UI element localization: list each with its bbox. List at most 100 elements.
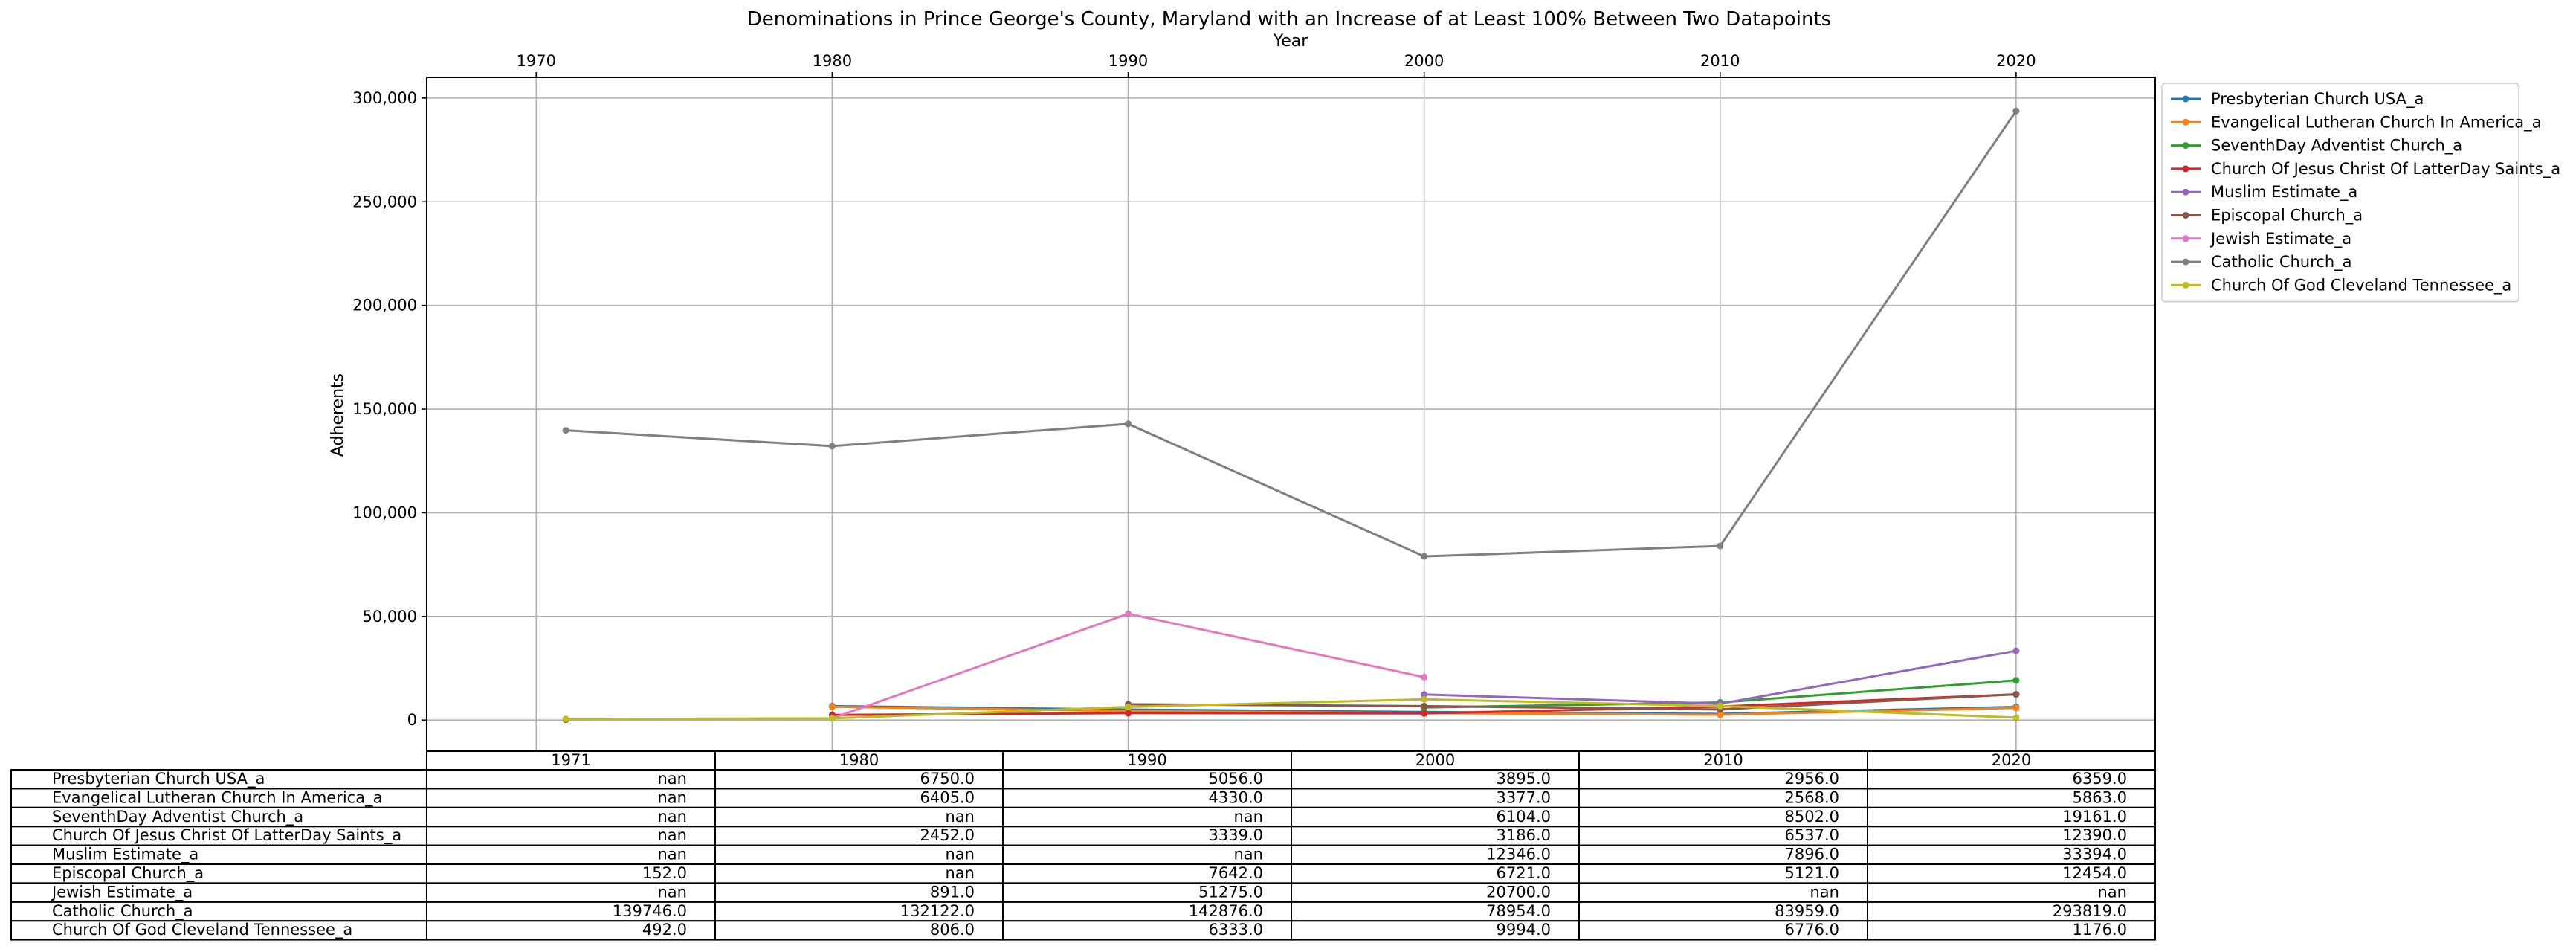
legend-entry-label: Church Of God Cleveland Tennessee_a bbox=[2211, 276, 2511, 295]
table-cell-value: 4330.0 bbox=[1209, 788, 1263, 806]
table-column-header: 1990 bbox=[1127, 751, 1166, 769]
table-row-label: Church Of Jesus Christ Of LatterDay Sain… bbox=[52, 826, 401, 845]
table-cell-value: 51275.0 bbox=[1198, 883, 1263, 901]
legend-swatch-marker bbox=[2182, 142, 2189, 149]
table-cell-value: 806.0 bbox=[930, 921, 975, 939]
table-cell-value: 132122.0 bbox=[900, 902, 975, 920]
data-point bbox=[1125, 704, 1132, 710]
y-tick-label: 100,000 bbox=[352, 504, 417, 521]
table-cell-value: 6104.0 bbox=[1497, 808, 1551, 826]
legend-swatch-marker bbox=[2182, 212, 2189, 219]
legend-entry-label: SeventhDay Adventist Church_a bbox=[2211, 137, 2462, 155]
table-column-header: 2020 bbox=[1992, 751, 2031, 769]
table-row-label: Church Of God Cleveland Tennessee_a bbox=[52, 921, 352, 939]
data-point bbox=[2012, 704, 2020, 712]
table-cell-value: 3895.0 bbox=[1497, 770, 1551, 788]
series-line bbox=[1128, 693, 2016, 711]
table-cell-value: nan bbox=[658, 883, 688, 901]
data-point bbox=[1421, 674, 1428, 681]
data-point bbox=[828, 443, 836, 450]
data-point bbox=[1421, 553, 1428, 560]
legend: Presbyterian Church USA_a Evangelical Lut… bbox=[2161, 83, 2560, 303]
legend-entry-label: Jewish Estimate_a bbox=[2209, 230, 2351, 248]
data-point bbox=[1421, 702, 1428, 710]
series-layer bbox=[562, 107, 2020, 724]
legend-entry-label: Church Of Jesus Christ Of LatterDay Sain… bbox=[2211, 160, 2560, 178]
legend-swatch-marker bbox=[2182, 188, 2189, 196]
data-table: 1971 1980 1990 2000 2010 2020 Presbyterian Chu… bbox=[10, 750, 2156, 941]
data-point bbox=[1125, 710, 1132, 717]
legend-entry-label: Presbyterian Church USA_a bbox=[2211, 90, 2424, 109]
table-cell-value: 293819.0 bbox=[2053, 902, 2127, 920]
table-cell-value: 2956.0 bbox=[1785, 770, 1839, 788]
series-church-of-god-cleveland-tennessee-a bbox=[562, 695, 2020, 723]
legend-swatch-marker bbox=[2182, 281, 2189, 289]
table-cell-value: 5863.0 bbox=[2073, 788, 2127, 806]
table-cell-value: nan bbox=[2098, 883, 2128, 901]
table-cell-value: nan bbox=[1810, 883, 1840, 901]
table-cell-value: 6359.0 bbox=[2073, 770, 2127, 788]
data-point bbox=[562, 427, 569, 434]
legend-swatch-marker bbox=[2182, 258, 2189, 266]
table-cell-value: 33394.0 bbox=[2062, 846, 2127, 863]
table-column-header: 2000 bbox=[1415, 751, 1455, 769]
y-tick-label: 300,000 bbox=[352, 89, 417, 107]
table-cell-value: 139746.0 bbox=[613, 902, 687, 920]
table-cell-value: 6537.0 bbox=[1785, 826, 1839, 844]
table-cell-value: 8502.0 bbox=[1785, 808, 1839, 826]
table-cell-value: nan bbox=[946, 846, 975, 863]
data-point bbox=[2012, 647, 2020, 654]
table-cell-value: 2452.0 bbox=[920, 826, 975, 844]
table-cell-value: 152.0 bbox=[642, 864, 687, 882]
x-tick-label: 1970 bbox=[517, 52, 556, 70]
table-column-header: 2010 bbox=[1703, 751, 1743, 769]
x-tick-label: 1990 bbox=[1108, 52, 1148, 70]
data-point bbox=[1717, 711, 1724, 718]
table-cell-value: nan bbox=[658, 770, 688, 788]
table-cell-value: 5121.0 bbox=[1785, 864, 1839, 882]
table-cell-value: 3186.0 bbox=[1497, 826, 1551, 844]
data-point bbox=[1421, 710, 1428, 717]
data-point bbox=[1125, 420, 1132, 428]
table-cell-value: 7896.0 bbox=[1785, 846, 1839, 863]
legend-swatch-marker bbox=[2182, 165, 2189, 173]
table-cell-value: 492.0 bbox=[642, 921, 687, 939]
table-row-label: SeventhDay Adventist Church_a bbox=[52, 808, 303, 826]
table-cell-value: 78954.0 bbox=[1486, 902, 1551, 920]
table-cell-value: nan bbox=[946, 808, 975, 826]
table-cell-value: 5056.0 bbox=[1209, 770, 1263, 788]
legend-swatch-marker bbox=[2182, 95, 2189, 103]
x-axis-label: Year bbox=[1273, 32, 1309, 51]
table-cell-value: 12346.0 bbox=[1486, 846, 1551, 863]
plot-area-frame bbox=[426, 77, 2156, 752]
table-cell-value: nan bbox=[946, 864, 975, 882]
data-point bbox=[562, 715, 569, 723]
data-point bbox=[2012, 677, 2020, 684]
y-tick-label: 200,000 bbox=[352, 297, 417, 315]
data-point bbox=[2012, 714, 2020, 721]
table-cell-value: nan bbox=[658, 788, 688, 806]
table-row-label: Presbyterian Church USA_a bbox=[52, 770, 265, 788]
table-cell-value: 83959.0 bbox=[1775, 902, 1839, 920]
table-cell-value: nan bbox=[658, 846, 688, 863]
chart-title: Denominations in Prince George's County,… bbox=[747, 8, 1831, 30]
table-cell-value: 1176.0 bbox=[2073, 921, 2127, 939]
data-point bbox=[1421, 691, 1428, 698]
table-row-label: Muslim Estimate_a bbox=[52, 846, 198, 864]
table-cell-value: 891.0 bbox=[930, 883, 975, 901]
x-tick-label: 2010 bbox=[1700, 52, 1740, 70]
y-tick-label: 0 bbox=[407, 711, 417, 729]
legend-entry-label: Evangelical Lutheran Church In America_a bbox=[2211, 113, 2541, 132]
data-point bbox=[2012, 107, 2020, 115]
data-point bbox=[1717, 542, 1724, 550]
table-cell-value: nan bbox=[1234, 846, 1264, 863]
table-cell-value: 6405.0 bbox=[920, 788, 975, 806]
y-tick-label: 50,000 bbox=[363, 608, 417, 625]
x-tick-label: 2000 bbox=[1404, 52, 1444, 70]
table-cell-value: nan bbox=[1234, 808, 1264, 826]
data-point bbox=[2012, 691, 2020, 698]
table-cell-value: nan bbox=[658, 826, 688, 844]
table-cell-value: 20700.0 bbox=[1486, 883, 1551, 901]
y-tick-label: 150,000 bbox=[352, 400, 417, 418]
